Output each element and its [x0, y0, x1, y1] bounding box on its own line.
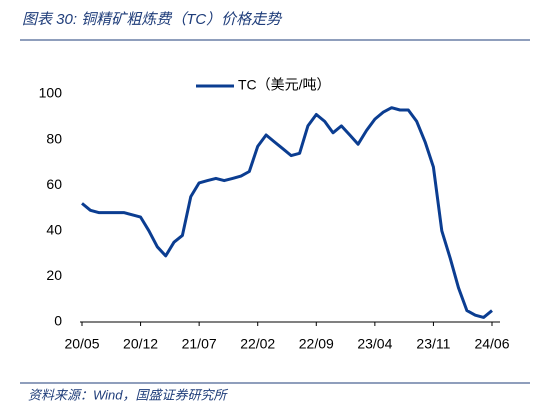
series-line [81, 106, 493, 319]
x-tick-label: 22/02 [240, 336, 275, 352]
x-tick-label: 23/11 [416, 336, 450, 352]
x-tick-label: 24/06 [474, 336, 509, 352]
x-tick-label: 20/05 [64, 336, 99, 352]
legend-label: TC（美元/吨） [238, 77, 331, 93]
x-tick-label: 23/04 [357, 336, 392, 352]
x-tick-label: 22/09 [299, 336, 334, 352]
y-tick-label: 20 [46, 267, 62, 283]
x-tick-label: 20/12 [123, 336, 158, 352]
y-tick-label: 80 [46, 130, 62, 146]
y-tick-label: 0 [54, 313, 62, 329]
x-tick-label: 21/07 [182, 336, 217, 352]
y-tick-label: 60 [46, 176, 62, 192]
y-tick-label: 100 [39, 85, 63, 101]
source: 资料来源：Wind，国盛证券研究所 [28, 387, 229, 402]
chart-title: 图表 30: 铜精矿粗炼费（TC）价格走势 [22, 11, 283, 28]
y-tick-label: 40 [46, 222, 62, 238]
